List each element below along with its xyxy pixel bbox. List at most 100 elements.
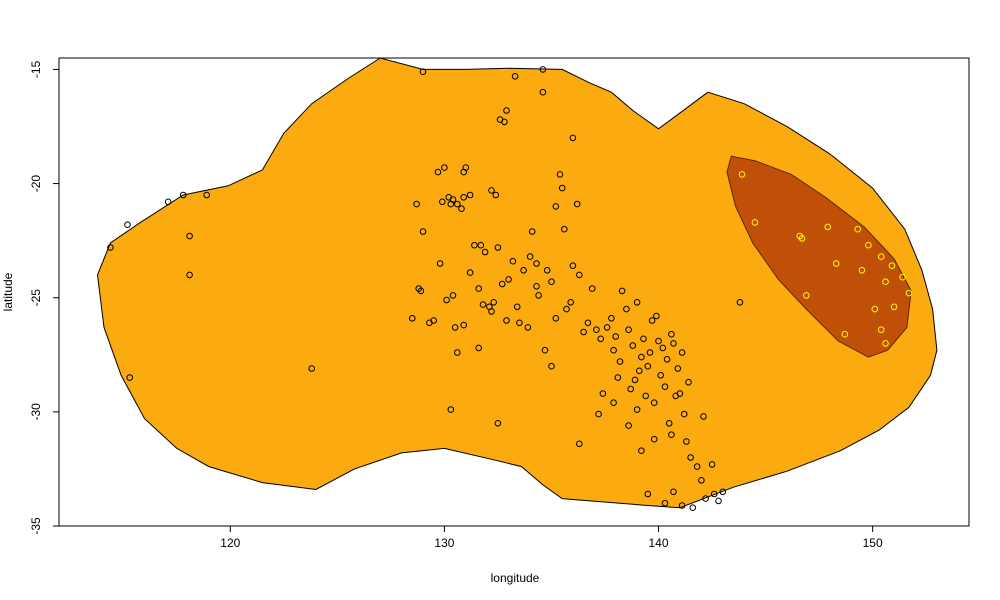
data-point <box>650 399 658 407</box>
data-point <box>539 66 547 73</box>
data-point <box>576 271 583 279</box>
data-point <box>124 221 131 228</box>
data-point <box>595 410 602 418</box>
data-point <box>126 374 133 381</box>
data-point <box>588 285 596 292</box>
data-point <box>603 324 611 331</box>
data-point <box>509 257 517 265</box>
data-point <box>584 319 592 327</box>
data-point <box>668 431 675 439</box>
data-point <box>488 187 495 194</box>
data-point <box>569 262 577 270</box>
data-point <box>505 276 512 283</box>
plot-area <box>96 57 938 512</box>
data-point <box>548 278 555 286</box>
data-point <box>678 502 686 509</box>
data-point <box>419 68 427 75</box>
y-tick-label: -20 <box>29 175 43 193</box>
cluster-point <box>832 260 840 267</box>
data-point <box>490 299 498 306</box>
data-point <box>511 73 519 80</box>
data-point <box>693 463 701 470</box>
data-point <box>460 321 468 329</box>
data-point <box>541 346 549 354</box>
data-point <box>308 365 316 372</box>
data-point <box>698 477 705 484</box>
cluster-point <box>738 171 746 178</box>
data-point <box>687 454 694 461</box>
data-point <box>597 335 605 343</box>
data-point <box>665 420 673 427</box>
data-point <box>543 267 551 274</box>
x-tick-label: 120 <box>220 536 240 550</box>
data-point <box>516 319 523 327</box>
data-point <box>186 271 193 279</box>
data-point <box>462 164 470 171</box>
data-point <box>503 317 510 324</box>
data-point <box>625 326 632 334</box>
data-point <box>475 344 483 352</box>
data-point <box>599 390 607 397</box>
data-point <box>552 203 560 210</box>
cluster-polygon <box>726 155 912 358</box>
data-point <box>520 267 527 274</box>
data-point <box>702 495 709 502</box>
data-point <box>636 367 643 375</box>
y-tick-label: -25 <box>29 289 43 307</box>
data-point <box>655 337 662 345</box>
cluster-point <box>877 253 885 260</box>
cluster-point <box>877 326 885 334</box>
data-point <box>638 353 645 361</box>
y-tick-label: -35 <box>29 517 43 535</box>
data-point <box>419 228 427 235</box>
data-point <box>528 228 536 235</box>
data-point <box>650 435 658 443</box>
data-point <box>503 107 510 114</box>
data-point <box>683 438 690 445</box>
data-point <box>653 312 660 320</box>
data-point <box>719 488 727 496</box>
data-point <box>498 280 506 288</box>
data-point <box>471 241 478 249</box>
cluster-point <box>882 278 889 286</box>
data-point <box>668 330 675 338</box>
data-point <box>451 324 459 331</box>
data-point <box>186 232 193 240</box>
data-point <box>443 296 450 304</box>
data-point <box>659 344 667 352</box>
data-point <box>685 378 692 386</box>
data-point <box>618 287 626 295</box>
data-point <box>614 374 622 381</box>
data-point <box>494 244 502 251</box>
data-point <box>580 328 587 336</box>
data-point <box>203 191 210 199</box>
y-tick-label: -30 <box>29 403 43 421</box>
x-tick-label: 140 <box>649 536 669 550</box>
data-point <box>616 358 624 365</box>
data-point <box>608 315 615 322</box>
data-point <box>661 499 669 507</box>
data-point <box>449 196 457 203</box>
data-point <box>674 365 682 372</box>
data-point <box>627 385 635 393</box>
data-point <box>494 420 502 427</box>
data-point <box>556 171 564 178</box>
data-point <box>593 326 600 334</box>
x-axis-title: longitude <box>491 571 540 585</box>
data-point <box>642 392 650 400</box>
data-point <box>612 333 620 340</box>
data-point <box>413 200 420 208</box>
data-point <box>700 413 707 420</box>
data-point <box>646 349 654 356</box>
data-point <box>644 362 652 370</box>
data-point <box>623 305 630 313</box>
data-point <box>488 308 495 315</box>
cluster-point <box>858 267 866 274</box>
data-point <box>736 299 744 306</box>
data-point <box>625 422 632 429</box>
data-point <box>164 198 172 206</box>
data-point <box>535 292 542 299</box>
cluster-point <box>899 273 906 281</box>
cluster-point <box>798 235 806 242</box>
